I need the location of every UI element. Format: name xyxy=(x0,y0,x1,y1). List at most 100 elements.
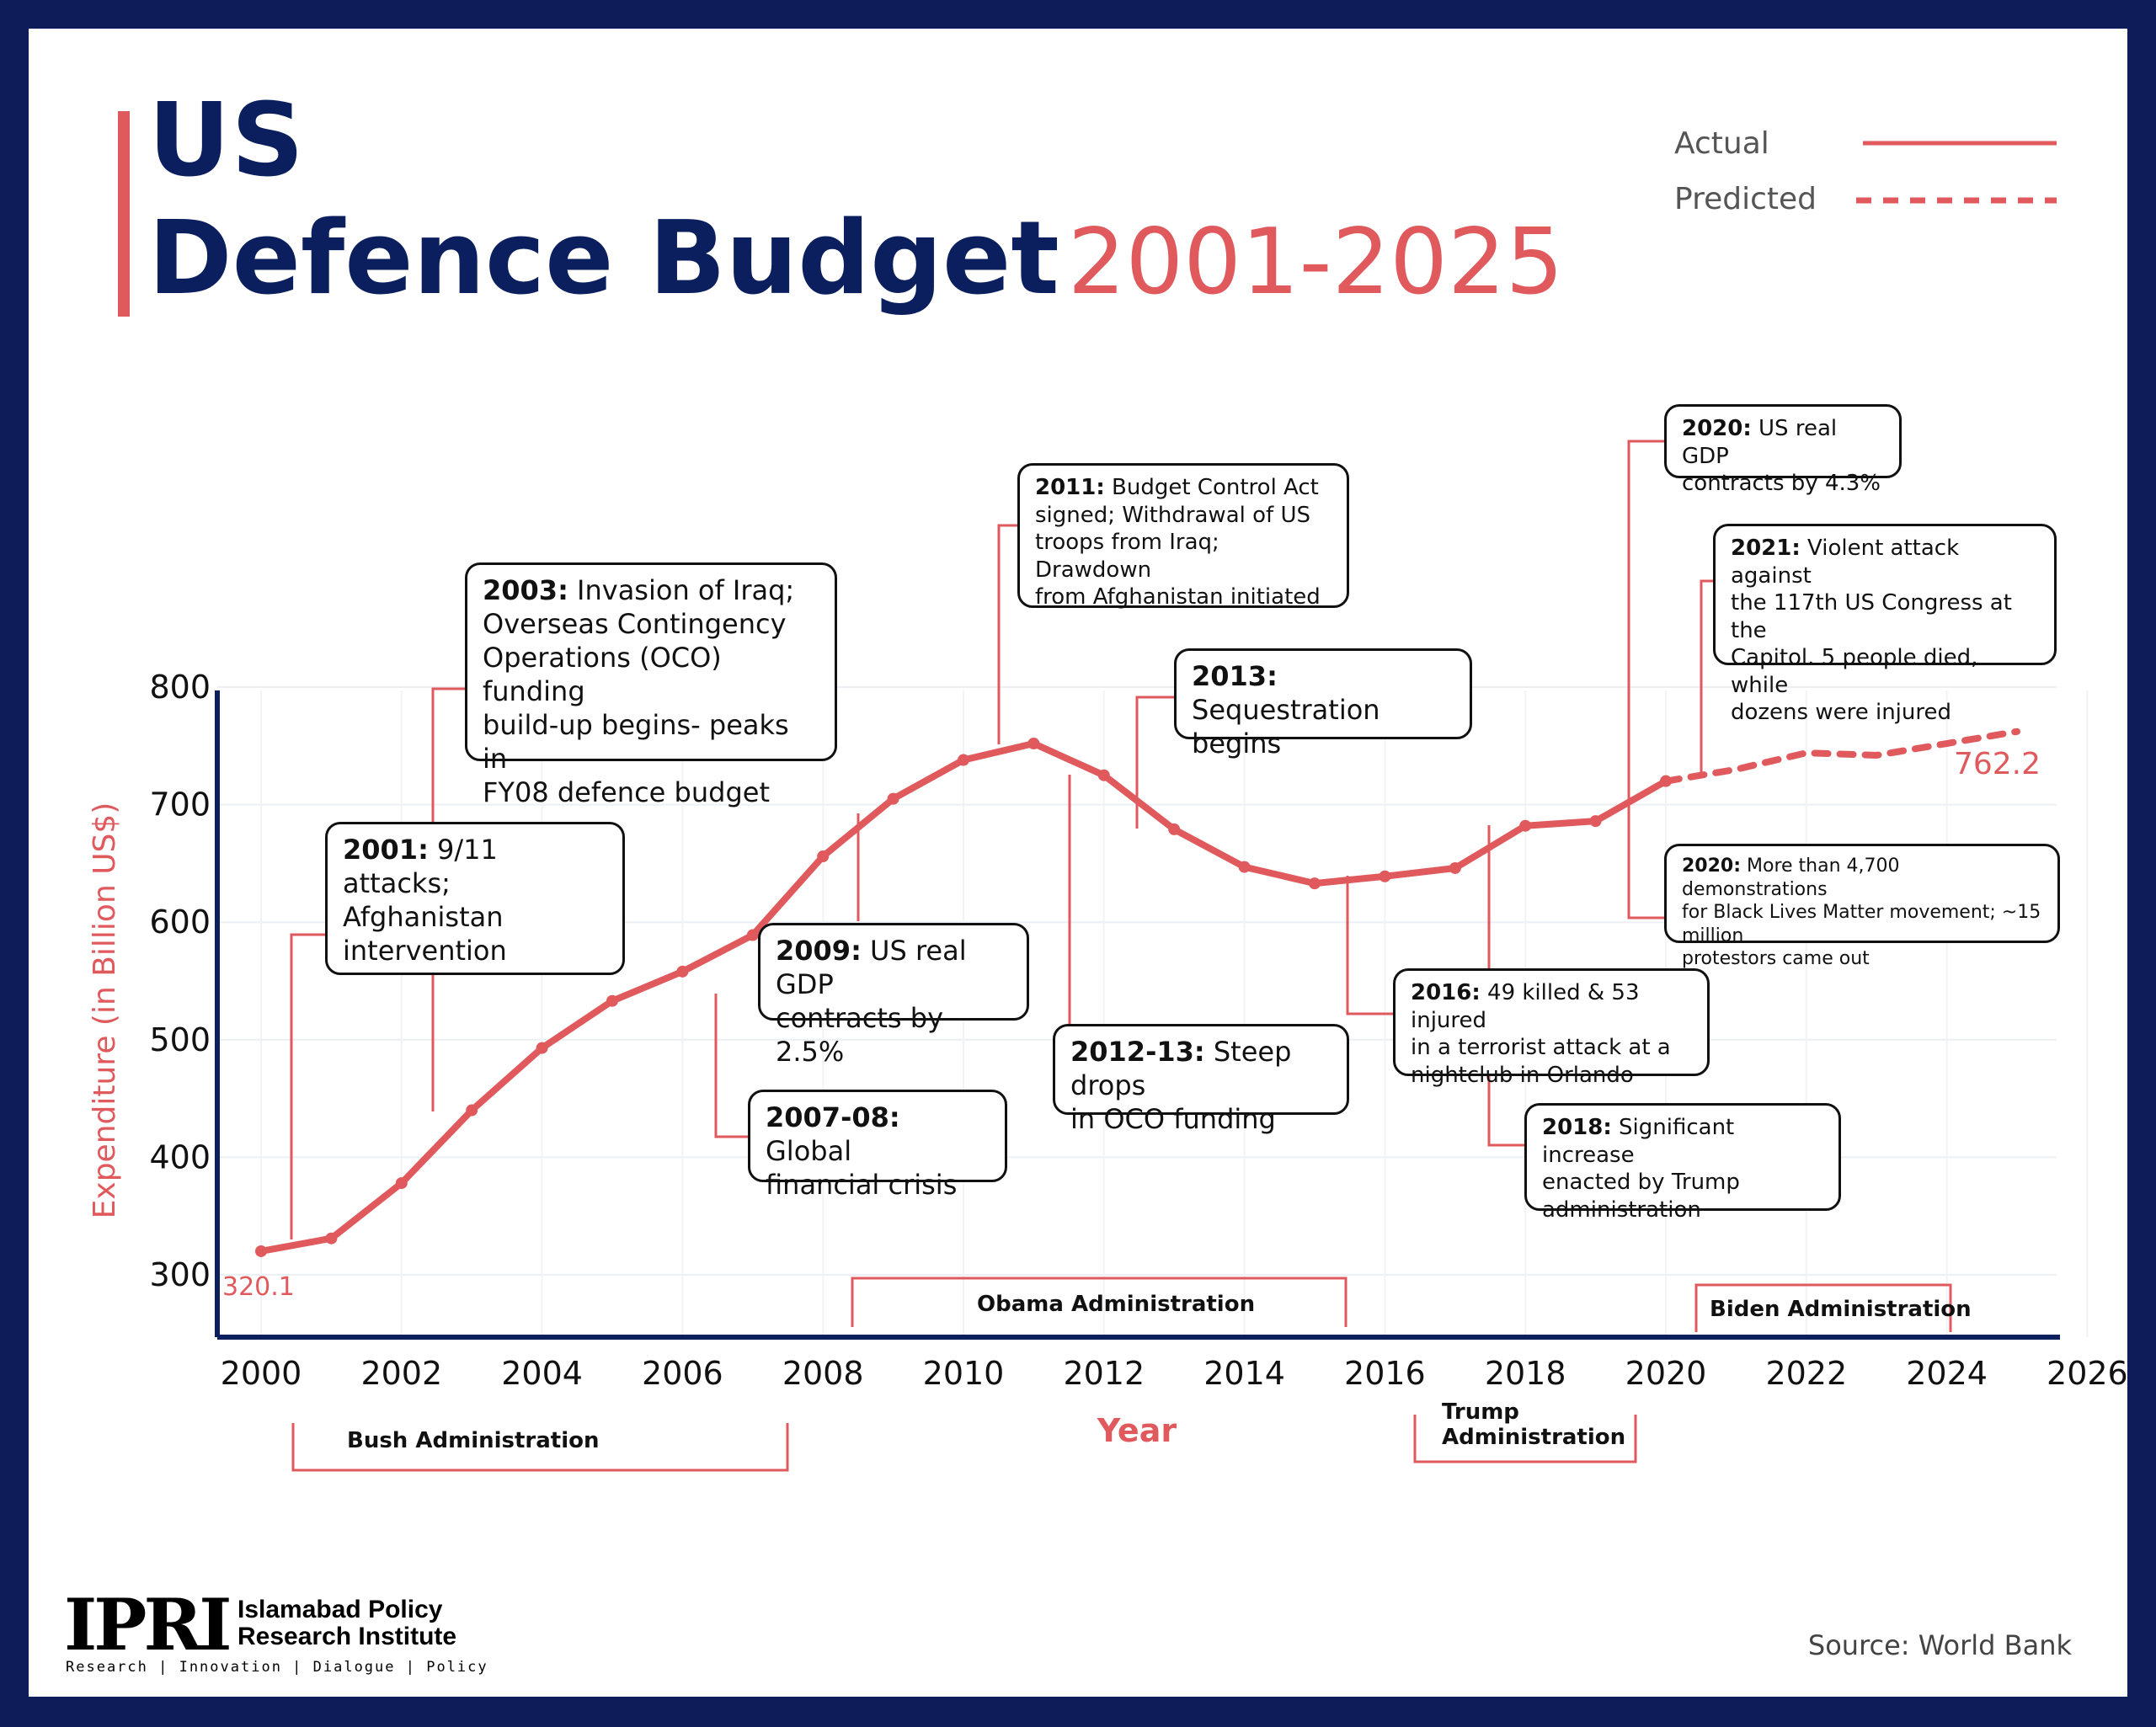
callout-2020-gdp: 2020: US real GDP contracts by 4.3% xyxy=(1664,404,1902,496)
callout-2013: 2013: Sequestration begins xyxy=(1174,648,1472,760)
callout-2012-13: 2012-13: Steep drops in OCO funding xyxy=(1053,1024,1349,1135)
x-axis-title: Year xyxy=(1097,1412,1177,1449)
x-tick-label: 2004 xyxy=(501,1355,583,1392)
leader-2011 xyxy=(997,524,1017,744)
biden-admin-bracket xyxy=(1694,1283,1952,1332)
callout-text-line: Operations (OCO) funding xyxy=(483,642,722,707)
x-tick-label: 2022 xyxy=(1765,1355,1847,1392)
callout-text-line: dozens were injured xyxy=(1731,700,1952,725)
admin-label-trump-1: Trump xyxy=(1442,1399,1519,1425)
callout-text-line: Capitol. 5 people died, while xyxy=(1731,645,1978,698)
callout-text-line: Significant increase xyxy=(1542,1115,1735,1168)
callout-text-line: Afghanistan xyxy=(343,901,504,933)
y-tick-label: 500 xyxy=(149,1021,211,1058)
callout-text-line: FY08 defence budget xyxy=(483,776,770,808)
source-credit: Source: World Bank xyxy=(1807,1629,2072,1661)
callout-text-line: Sequestration xyxy=(1192,694,1380,726)
callout-2020-blm: 2020: More than 4,700 demonstrations for … xyxy=(1664,844,2060,969)
callout-text-line: in OCO funding xyxy=(1070,1103,1276,1135)
y-tick-label: 800 xyxy=(149,669,211,706)
bush-admin-bracket xyxy=(291,1423,789,1472)
callout-2018: 2018: Significant increase enacted by Tru… xyxy=(1524,1103,1841,1223)
data-point xyxy=(746,929,759,941)
x-tick-label: 2010 xyxy=(923,1355,1005,1392)
callout-text-line: Invasion of Iraq; xyxy=(568,574,795,606)
x-tick-label: 2006 xyxy=(642,1355,723,1392)
callout-year: 2018: xyxy=(1542,1115,1612,1140)
logo-name-line-2: Research Institute xyxy=(237,1622,457,1650)
data-point xyxy=(676,965,689,978)
callout-text-line: Steep drops xyxy=(1070,1036,1292,1101)
title-accent-bar xyxy=(118,111,130,317)
leader-2020-blm xyxy=(1627,792,1664,919)
data-point xyxy=(536,1042,548,1054)
data-point xyxy=(1168,823,1181,835)
x-tick-label: 2014 xyxy=(1203,1355,1285,1392)
y-axis-title: Expenditure (in Billion US$) xyxy=(88,802,122,1219)
data-point xyxy=(1238,861,1251,873)
callout-2021: 2021: Violent attack against the 117th US… xyxy=(1713,524,2057,725)
x-tick-label: 2012 xyxy=(1063,1355,1145,1392)
callout-year: 2007-08: xyxy=(766,1101,900,1133)
value-label: 762.2 xyxy=(1954,747,2041,781)
obama-admin-bracket xyxy=(851,1277,1348,1327)
callout-text-line: in a terrorist attack at a xyxy=(1411,1035,1671,1060)
callout-year: 2021: xyxy=(1731,536,1801,561)
logo-name-line-1: Islamabad Policy xyxy=(237,1596,443,1623)
title-main: Defence Budget xyxy=(148,200,1059,317)
callout-text-line: nightclub in Orlando xyxy=(1411,1062,1634,1088)
callout-text-line: administration xyxy=(1542,1197,1701,1223)
y-tick-label: 400 xyxy=(149,1138,211,1175)
callout-2009: 2009: US real GDP contracts by 2.5% xyxy=(758,923,1029,1068)
callout-year: 2011: xyxy=(1035,475,1105,500)
x-tick-label: 2000 xyxy=(221,1355,302,1392)
callout-year: 2012-13: xyxy=(1070,1036,1205,1068)
admin-label-trump-2: Administration xyxy=(1442,1425,1626,1450)
callout-text-line: for Black Lives Matter movement; ~15 mil… xyxy=(1682,902,2041,946)
value-label: 320.1 xyxy=(222,1272,295,1302)
callout-text-line: the 117th US Congress at the xyxy=(1731,590,2012,643)
title-line-2: Defence Budget2001-2025 xyxy=(148,209,1563,310)
data-point xyxy=(1519,819,1532,832)
callout-text-line: from Afghanistan initiated xyxy=(1035,584,1321,610)
title-line-1: US xyxy=(148,83,305,200)
trump-admin-bracket xyxy=(1413,1415,1637,1463)
x-tick-label: 2016 xyxy=(1344,1355,1426,1392)
x-tick-label: 2008 xyxy=(782,1355,864,1392)
callout-text-line: protestors came out xyxy=(1682,948,1870,969)
leader-2016 xyxy=(1346,876,1393,1015)
y-tick-label: 700 xyxy=(149,786,211,824)
callout-year: 2003: xyxy=(483,574,568,606)
data-point xyxy=(1449,861,1461,874)
callout-text-line: Global xyxy=(766,1135,852,1167)
callout-2007-08: 2007-08: Global financial crisis xyxy=(748,1090,1007,1201)
data-point xyxy=(1379,870,1391,882)
callout-text-line: 49 killed & 53 injured xyxy=(1411,980,1640,1033)
y-tick-label: 600 xyxy=(149,903,211,941)
ipri-logo-mark: IPRI xyxy=(64,1583,232,1666)
data-point xyxy=(255,1245,267,1257)
data-point xyxy=(1097,769,1110,781)
callout-text-line: Overseas Contingency xyxy=(483,608,787,640)
callout-text-line: contracts by 4.3% xyxy=(1682,471,1881,496)
callout-2001: 2001: 9/11 attacks; Afghanistan interventi… xyxy=(325,822,625,975)
data-point xyxy=(958,754,969,766)
callout-text-line: enacted by Trump xyxy=(1542,1170,1740,1195)
callout-text-line: US real GDP xyxy=(776,935,967,1000)
data-point xyxy=(1027,738,1040,750)
ipri-logo-name: Islamabad Policy Research Institute xyxy=(237,1596,456,1650)
callout-text-line: build-up begins- peaks in xyxy=(483,709,789,775)
callout-text-line: contracts by 2.5% xyxy=(776,1002,943,1068)
admin-label-bush: Bush Administration xyxy=(347,1428,600,1453)
callout-text-line: More than 4,700 demonstrations xyxy=(1682,856,1900,900)
callout-year: 2020: xyxy=(1682,416,1752,441)
callout-text-line: US real GDP xyxy=(1682,416,1838,469)
data-point xyxy=(887,792,899,805)
callout-text-line: Budget Control Act xyxy=(1104,475,1319,500)
data-point xyxy=(817,850,830,863)
callout-year: 2013: xyxy=(1192,660,1278,692)
data-point xyxy=(325,1232,338,1245)
leader-2007-08 xyxy=(714,994,748,1138)
callout-year: 2016: xyxy=(1411,980,1481,1005)
callout-2003: 2003: Invasion of Iraq; Overseas Continge… xyxy=(465,562,837,808)
